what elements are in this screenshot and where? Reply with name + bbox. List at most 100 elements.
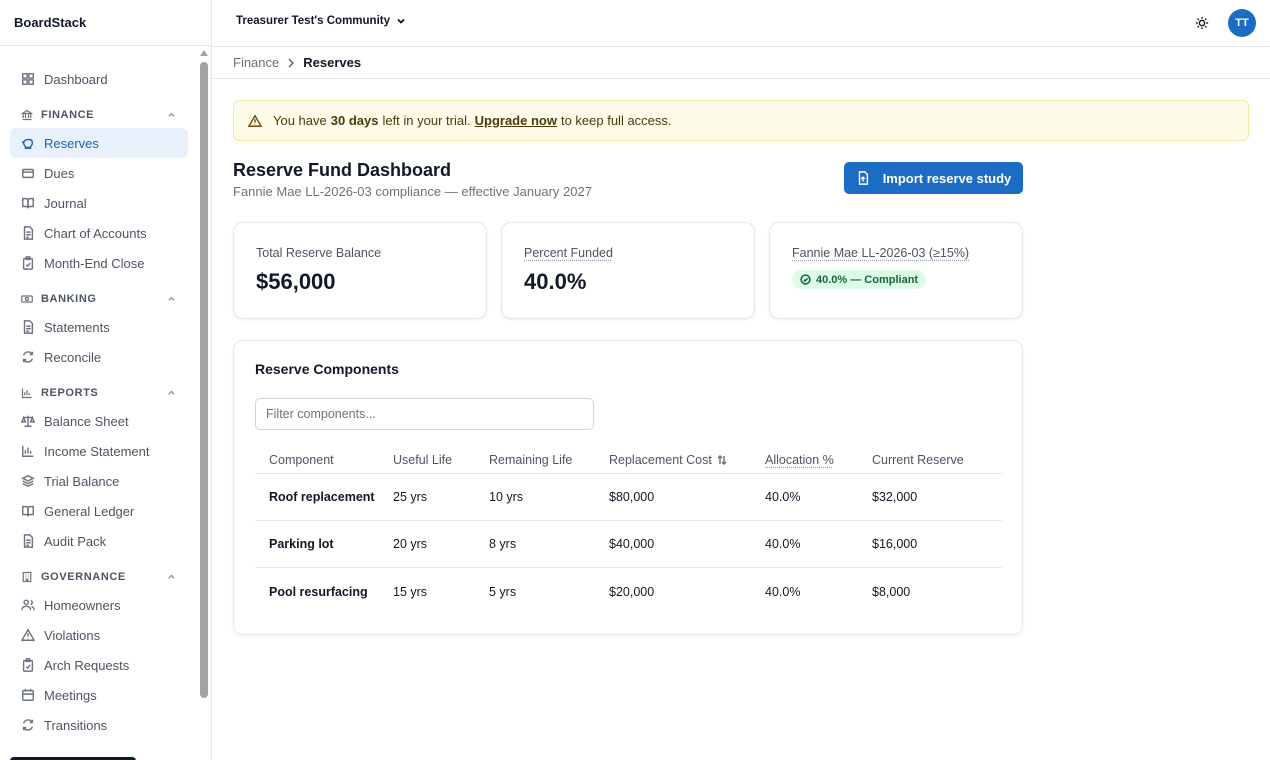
badge-label: 40.0% — Compliant	[816, 273, 919, 286]
cell-useful-life: 15 yrs	[393, 584, 428, 599]
table-header: Component Useful Life Remaining Life Rep…	[255, 446, 1002, 474]
file-upload-icon	[856, 171, 870, 185]
sidebar-item-general-ledger[interactable]: General Ledger	[10, 496, 188, 526]
sidebar-nav: Dashboard FINANCE Reserves Dues Journal …	[10, 64, 188, 740]
clipboard-check-icon	[21, 256, 35, 270]
stat-value: 40.0%	[524, 269, 587, 294]
section-banking[interactable]: BANKING	[10, 286, 188, 312]
scroll-up-icon[interactable]	[200, 50, 208, 56]
filter-components-input[interactable]	[255, 398, 594, 430]
col-useful-life: Useful Life	[393, 452, 453, 467]
sidebar-item-label: Arch Requests	[44, 657, 130, 673]
cell-current-reserve: $16,000	[872, 537, 918, 551]
cell-replacement-cost: $80,000	[609, 490, 655, 504]
chevron-up-icon[interactable]	[167, 388, 176, 397]
scroll-thumb[interactable]	[200, 62, 208, 698]
section-governance[interactable]: GOVERNANCE	[10, 564, 188, 590]
total-reserve-balance-card: Total Reserve Balance $56,000	[233, 222, 487, 319]
sidebar-item-label: Balance Sheet	[44, 413, 129, 429]
sidebar-item-dashboard[interactable]: Dashboard	[10, 64, 188, 94]
check-circle-icon	[800, 274, 811, 285]
sidebar-item-transitions[interactable]: Transitions	[10, 710, 188, 740]
banner-prefix: You have	[273, 113, 327, 128]
reserve-components-panel: Reserve Components Component Useful Life…	[233, 340, 1023, 635]
col-current-reserve: Current Reserve	[872, 452, 964, 467]
sidebar-item-reserves[interactable]: Reserves	[10, 128, 188, 158]
section-reports[interactable]: REPORTS	[10, 380, 188, 406]
cell-replacement-cost: $40,000	[609, 537, 655, 551]
cell-replacement-cost: $20,000	[609, 584, 655, 599]
chevron-up-icon[interactable]	[167, 294, 176, 303]
dashboard-icon	[21, 72, 35, 86]
breadcrumb: Finance Reserves	[212, 47, 1270, 79]
bar-chart-icon	[21, 387, 33, 399]
cell-allocation: 40.0%	[765, 490, 801, 504]
sidebar-item-audit-pack[interactable]: Audit Pack	[10, 526, 188, 556]
sidebar-item-label: General Ledger	[44, 503, 135, 519]
sidebar-item-label: Dashboard	[44, 71, 108, 87]
theme-toggle-button[interactable]	[1192, 13, 1212, 33]
sidebar-item-label: Income Statement	[44, 443, 150, 459]
sidebar-item-balance-sheet[interactable]: Balance Sheet	[10, 406, 188, 436]
sidebar-item-label: Statements	[44, 319, 110, 335]
chevron-up-icon[interactable]	[167, 572, 176, 581]
cell-useful-life: 25 yrs	[393, 490, 428, 504]
cell-allocation: 40.0%	[765, 537, 801, 551]
sidebar-item-violations[interactable]: Violations	[10, 620, 188, 650]
sidebar-item-dues[interactable]: Dues	[10, 158, 188, 188]
sort-icon	[717, 454, 727, 465]
community-name: Treasurer Test's Community	[236, 15, 390, 27]
trial-banner: You have 30 days left in your trial. Upg…	[233, 100, 1249, 141]
sidebar-scrollbar[interactable]	[200, 48, 208, 760]
sidebar-item-label: Audit Pack	[44, 533, 107, 549]
sidebar-item-journal[interactable]: Journal	[10, 188, 188, 218]
sidebar-item-label: Violations	[44, 627, 101, 643]
import-reserve-study-button[interactable]: Import reserve study	[844, 162, 1023, 194]
sidebar-item-trial-balance[interactable]: Trial Balance	[10, 466, 188, 496]
sidebar-item-arch-requests[interactable]: Arch Requests	[10, 650, 188, 680]
chevron-up-icon[interactable]	[167, 110, 176, 119]
sidebar-item-statements[interactable]: Statements	[10, 312, 188, 342]
community-switcher[interactable]: Treasurer Test's Community	[236, 15, 406, 27]
cell-remaining-life: 5 yrs	[489, 584, 517, 599]
col-remaining-life: Remaining Life	[489, 452, 573, 467]
cell-component: Pool resurfacing	[269, 584, 368, 599]
sidebar-item-income-statement[interactable]: Income Statement	[10, 436, 188, 466]
sidebar-item-homeowners[interactable]: Homeowners	[10, 590, 188, 620]
col-replacement-cost: Replacement Cost	[609, 452, 712, 467]
top-header: Treasurer Test's Community TT	[212, 0, 1270, 47]
banner-suffix: to keep full access.	[560, 113, 672, 128]
brand-logo[interactable]: BoardStack	[0, 0, 211, 46]
cell-component: Parking lot	[269, 537, 334, 551]
sidebar-item-reconcile[interactable]: Reconcile	[10, 342, 188, 372]
sidebar-item-label: Reconcile	[44, 349, 102, 365]
stat-label[interactable]: Percent Funded	[524, 246, 613, 260]
stat-label[interactable]: Fannie Mae LL-2026-03 (≥15%)	[792, 246, 970, 260]
col-allocation[interactable]: Allocation %	[765, 452, 834, 467]
col-replacement-cost-sort[interactable]: Replacement Cost	[609, 453, 727, 467]
alert-triangle-icon	[21, 628, 35, 642]
sidebar-item-meetings[interactable]: Meetings	[10, 680, 188, 710]
breadcrumb-finance-link[interactable]: Finance	[233, 55, 280, 70]
piggy-bank-icon	[21, 136, 35, 150]
cell-useful-life: 20 yrs	[393, 537, 428, 551]
table-row[interactable]: Pool resurfacing 15 yrs 5 yrs $20,000 40…	[255, 568, 1002, 615]
chevron-right-icon	[287, 57, 295, 68]
sidebar-item-label: Transitions	[44, 717, 108, 733]
col-component: Component	[269, 452, 334, 467]
section-finance[interactable]: FINANCE	[10, 102, 188, 128]
sidebar-item-label: Homeowners	[44, 597, 121, 613]
warning-icon	[248, 113, 262, 128]
card-icon	[21, 166, 35, 180]
cell-component: Roof replacement	[269, 490, 375, 504]
bank-icon	[21, 109, 33, 121]
user-avatar[interactable]: TT	[1228, 9, 1256, 37]
percent-funded-card: Percent Funded 40.0%	[501, 222, 755, 319]
table-row[interactable]: Roof replacement 25 yrs 10 yrs $80,000 4…	[255, 474, 1002, 521]
upgrade-now-link[interactable]: Upgrade now	[474, 113, 557, 128]
table-row[interactable]: Parking lot 20 yrs 8 yrs $40,000 40.0% $…	[255, 521, 1002, 568]
compliance-card: Fannie Mae LL-2026-03 (≥15%) 40.0% — Com…	[769, 222, 1023, 319]
cell-allocation: 40.0%	[765, 584, 801, 599]
sidebar-item-month-end-close[interactable]: Month-End Close	[10, 248, 188, 278]
sidebar-item-chart-of-accounts[interactable]: Chart of Accounts	[10, 218, 188, 248]
